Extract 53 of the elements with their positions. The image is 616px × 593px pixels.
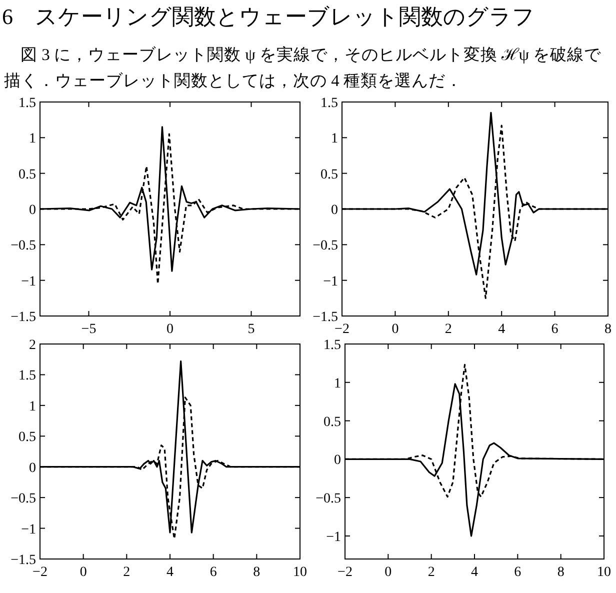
- x-tick-label: 10: [293, 565, 307, 580]
- y-tick-label: 0.5: [320, 167, 338, 182]
- x-tick-label: 0: [384, 565, 392, 580]
- y-tick-label: 0.5: [324, 414, 341, 430]
- y-tick-label: −0.5: [312, 238, 338, 254]
- y-tick-label: −1.5: [10, 553, 36, 568]
- x-tick-label: 10: [597, 565, 611, 580]
- x-tick-label: 2: [123, 565, 130, 580]
- x-tick-label: 6: [551, 322, 558, 337]
- y-tick-label: 0.5: [18, 430, 36, 446]
- x-tick-label: 2: [428, 565, 435, 580]
- x-tick-label: 6: [514, 565, 522, 580]
- y-tick-label: 1.5: [18, 96, 36, 111]
- y-tick-label: 1: [334, 376, 341, 392]
- x-tick-label: 0: [166, 322, 174, 337]
- y-tick-label: −1.5: [312, 310, 338, 325]
- x-tick-label: 4: [498, 322, 506, 337]
- y-tick-label: 0: [331, 203, 338, 218]
- y-tick-label: −0.5: [10, 238, 36, 254]
- y-tick-label: −0.5: [10, 492, 36, 507]
- y-tick-label: 1: [29, 132, 36, 147]
- y-tick-label: −1: [326, 530, 341, 545]
- x-tick-label: 8: [557, 565, 564, 580]
- y-tick-label: 1: [29, 399, 36, 414]
- caption: 図 3 に，ウェーブレット関数 ψ を実線で，そのヒルベルト変換 ℋψ を破線で描く．ウェーブレット関数としては，次の 4 種類を選んだ．: [3, 44, 602, 92]
- y-tick-label: −1.5: [10, 310, 36, 325]
- y-tick-label: 1.5: [324, 338, 341, 353]
- y-tick-label: 0: [29, 203, 36, 218]
- x-tick-label: −2: [334, 322, 350, 337]
- x-tick-label: 8: [253, 565, 260, 580]
- text: 6 スケーリング関数とウェーブレット関数のグラフ: [1, 3, 536, 31]
- x-tick-label: 2: [444, 322, 452, 337]
- y-tick-label: 1: [331, 132, 338, 147]
- x-tick-label: −2: [32, 565, 48, 580]
- x-tick-label: 4: [166, 565, 174, 580]
- y-tick-label: 0: [29, 460, 36, 476]
- x-tick-label: 0: [392, 322, 399, 337]
- x-tick-label: −5: [81, 322, 96, 337]
- y-tick-label: −1: [21, 274, 36, 290]
- y-tick-label: 2: [29, 338, 36, 353]
- x-tick-label: 4: [471, 565, 478, 580]
- x-tick-label: 6: [210, 565, 217, 580]
- y-tick-label: 0.5: [18, 167, 36, 182]
- x-tick-label: −2: [338, 565, 352, 580]
- y-tick-label: 0: [334, 453, 341, 468]
- y-tick-label: −0.5: [316, 492, 341, 507]
- x-tick-label: 0: [80, 565, 87, 580]
- y-tick-label: −1: [21, 522, 36, 538]
- x-tick-label: 5: [248, 322, 255, 337]
- y-tick-label: 1.5: [320, 96, 338, 111]
- x-tick-label: 8: [604, 322, 612, 337]
- y-tick-label: −1: [323, 274, 338, 290]
- y-tick-label: 1.5: [18, 368, 36, 384]
